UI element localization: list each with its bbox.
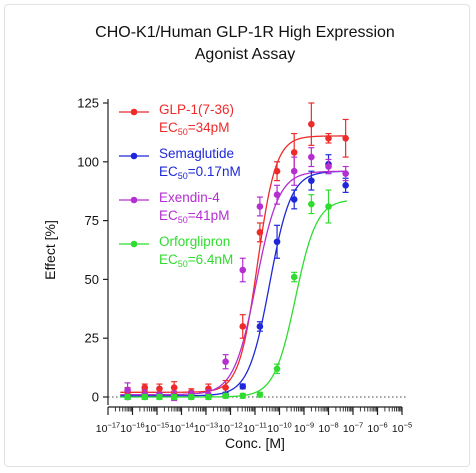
y-axis-label: Effect [%] — [42, 220, 58, 280]
x-tick-label: 10−10 — [267, 421, 291, 436]
data-point-orforglipron — [325, 203, 332, 210]
legend-ec50-glp-1-7-36-: EC50=34pM — [159, 120, 229, 137]
chart-title-line2: Agonist Assay — [195, 46, 296, 63]
y-tick-label: 0 — [92, 390, 99, 405]
chart-title-line1: CHO-K1/Human GLP-1R High Expression — [95, 24, 395, 41]
data-point-semaglutide — [273, 238, 281, 246]
x-tick-label: 10−7 — [343, 421, 363, 436]
data-point-exendin-4 — [256, 203, 264, 210]
legend-name-exendin-4: Exendin-4 — [159, 190, 220, 205]
data-point-semaglutide — [342, 182, 349, 189]
data-point-glp-1-7-36- — [156, 385, 163, 393]
y-tick-label: 125 — [77, 96, 99, 111]
legend-name-glp-1-7-36-: GLP-1(7-36) — [159, 102, 234, 117]
data-point-exendin-4 — [325, 163, 332, 170]
legend-name-semaglutide: Semaglutide — [159, 146, 234, 161]
data-point-exendin-4 — [342, 170, 349, 177]
data-point-glp-1-7-36- — [308, 120, 315, 128]
data-point-exendin-4 — [290, 167, 298, 175]
data-point-exendin-4 — [222, 358, 229, 366]
data-point-glp-1-7-36- — [273, 167, 281, 175]
data-point-orforglipron — [239, 392, 247, 400]
data-point-orforglipron — [290, 273, 298, 281]
data-point-exendin-4 — [124, 386, 131, 394]
data-point-glp-1-7-36- — [170, 384, 178, 391]
legend-name-orforglipron: Orforglipron — [159, 234, 230, 249]
x-tick-label: 10−15 — [145, 421, 169, 436]
legend-ec50-orforglipron: EC50=6.4nM — [159, 252, 233, 269]
chart-frame — [4, 4, 470, 467]
x-tick-label: 10−8 — [318, 421, 338, 436]
legend-ec50-exendin-4: EC50=41pM — [159, 208, 229, 225]
data-point-glp-1-7-36- — [239, 323, 247, 330]
y-tick-label: 50 — [85, 272, 99, 287]
x-tick-label: 10−11 — [243, 421, 267, 436]
x-tick-label: 10−9 — [294, 421, 314, 436]
legend-marker-exendin-4 — [130, 196, 138, 204]
data-point-glp-1-7-36- — [290, 149, 298, 156]
legend-marker-orforglipron — [130, 240, 138, 248]
x-tick-label: 10−16 — [120, 421, 144, 436]
data-point-orforglipron — [188, 393, 195, 401]
x-tick-label: 10−17 — [96, 421, 120, 436]
y-tick-label: 100 — [77, 154, 99, 169]
data-point-glp-1-7-36- — [222, 384, 229, 391]
x-tick-label: 10−14 — [169, 421, 193, 436]
data-point-glp-1-7-36- — [325, 134, 332, 142]
data-point-exendin-4 — [273, 191, 281, 199]
data-point-semaglutide — [239, 383, 247, 390]
data-point-orforglipron — [170, 393, 178, 401]
y-tick-label: 75 — [85, 213, 99, 228]
data-point-glp-1-7-36- — [256, 229, 264, 236]
data-point-orforglipron — [256, 391, 264, 398]
legend-ec50-semaglutide: EC50=0.17nM — [159, 164, 241, 181]
data-point-orforglipron — [124, 393, 131, 401]
data-point-semaglutide — [256, 323, 264, 330]
data-point-glp-1-7-36- — [342, 134, 349, 142]
x-axis-label: Conc. [M] — [225, 435, 285, 451]
data-point-orforglipron — [222, 392, 229, 400]
data-points — [124, 102, 349, 402]
data-point-orforglipron — [308, 200, 315, 208]
x-tick-label: 10−5 — [392, 421, 412, 436]
data-point-exendin-4 — [239, 266, 247, 274]
data-point-orforglipron — [156, 393, 163, 401]
data-point-orforglipron — [273, 365, 281, 373]
legend: GLP-1(7-36) EC50=34pM Semaglutide EC50=0.17… — [119, 102, 241, 269]
data-point-exendin-4 — [308, 153, 315, 161]
x-tick-label: 10−6 — [367, 421, 387, 436]
data-point-glp-1-7-36- — [141, 384, 149, 391]
data-point-orforglipron — [141, 393, 149, 401]
data-point-orforglipron — [205, 393, 212, 401]
x-tick-label: 10−13 — [194, 421, 218, 436]
x-tick-label: 10−12 — [218, 421, 242, 436]
data-point-semaglutide — [290, 196, 298, 203]
data-point-semaglutide — [308, 177, 315, 184]
legend-marker-glp-1-7-36- — [130, 108, 138, 116]
y-tick-label: 25 — [85, 331, 99, 346]
legend-marker-semaglutide — [130, 152, 138, 160]
